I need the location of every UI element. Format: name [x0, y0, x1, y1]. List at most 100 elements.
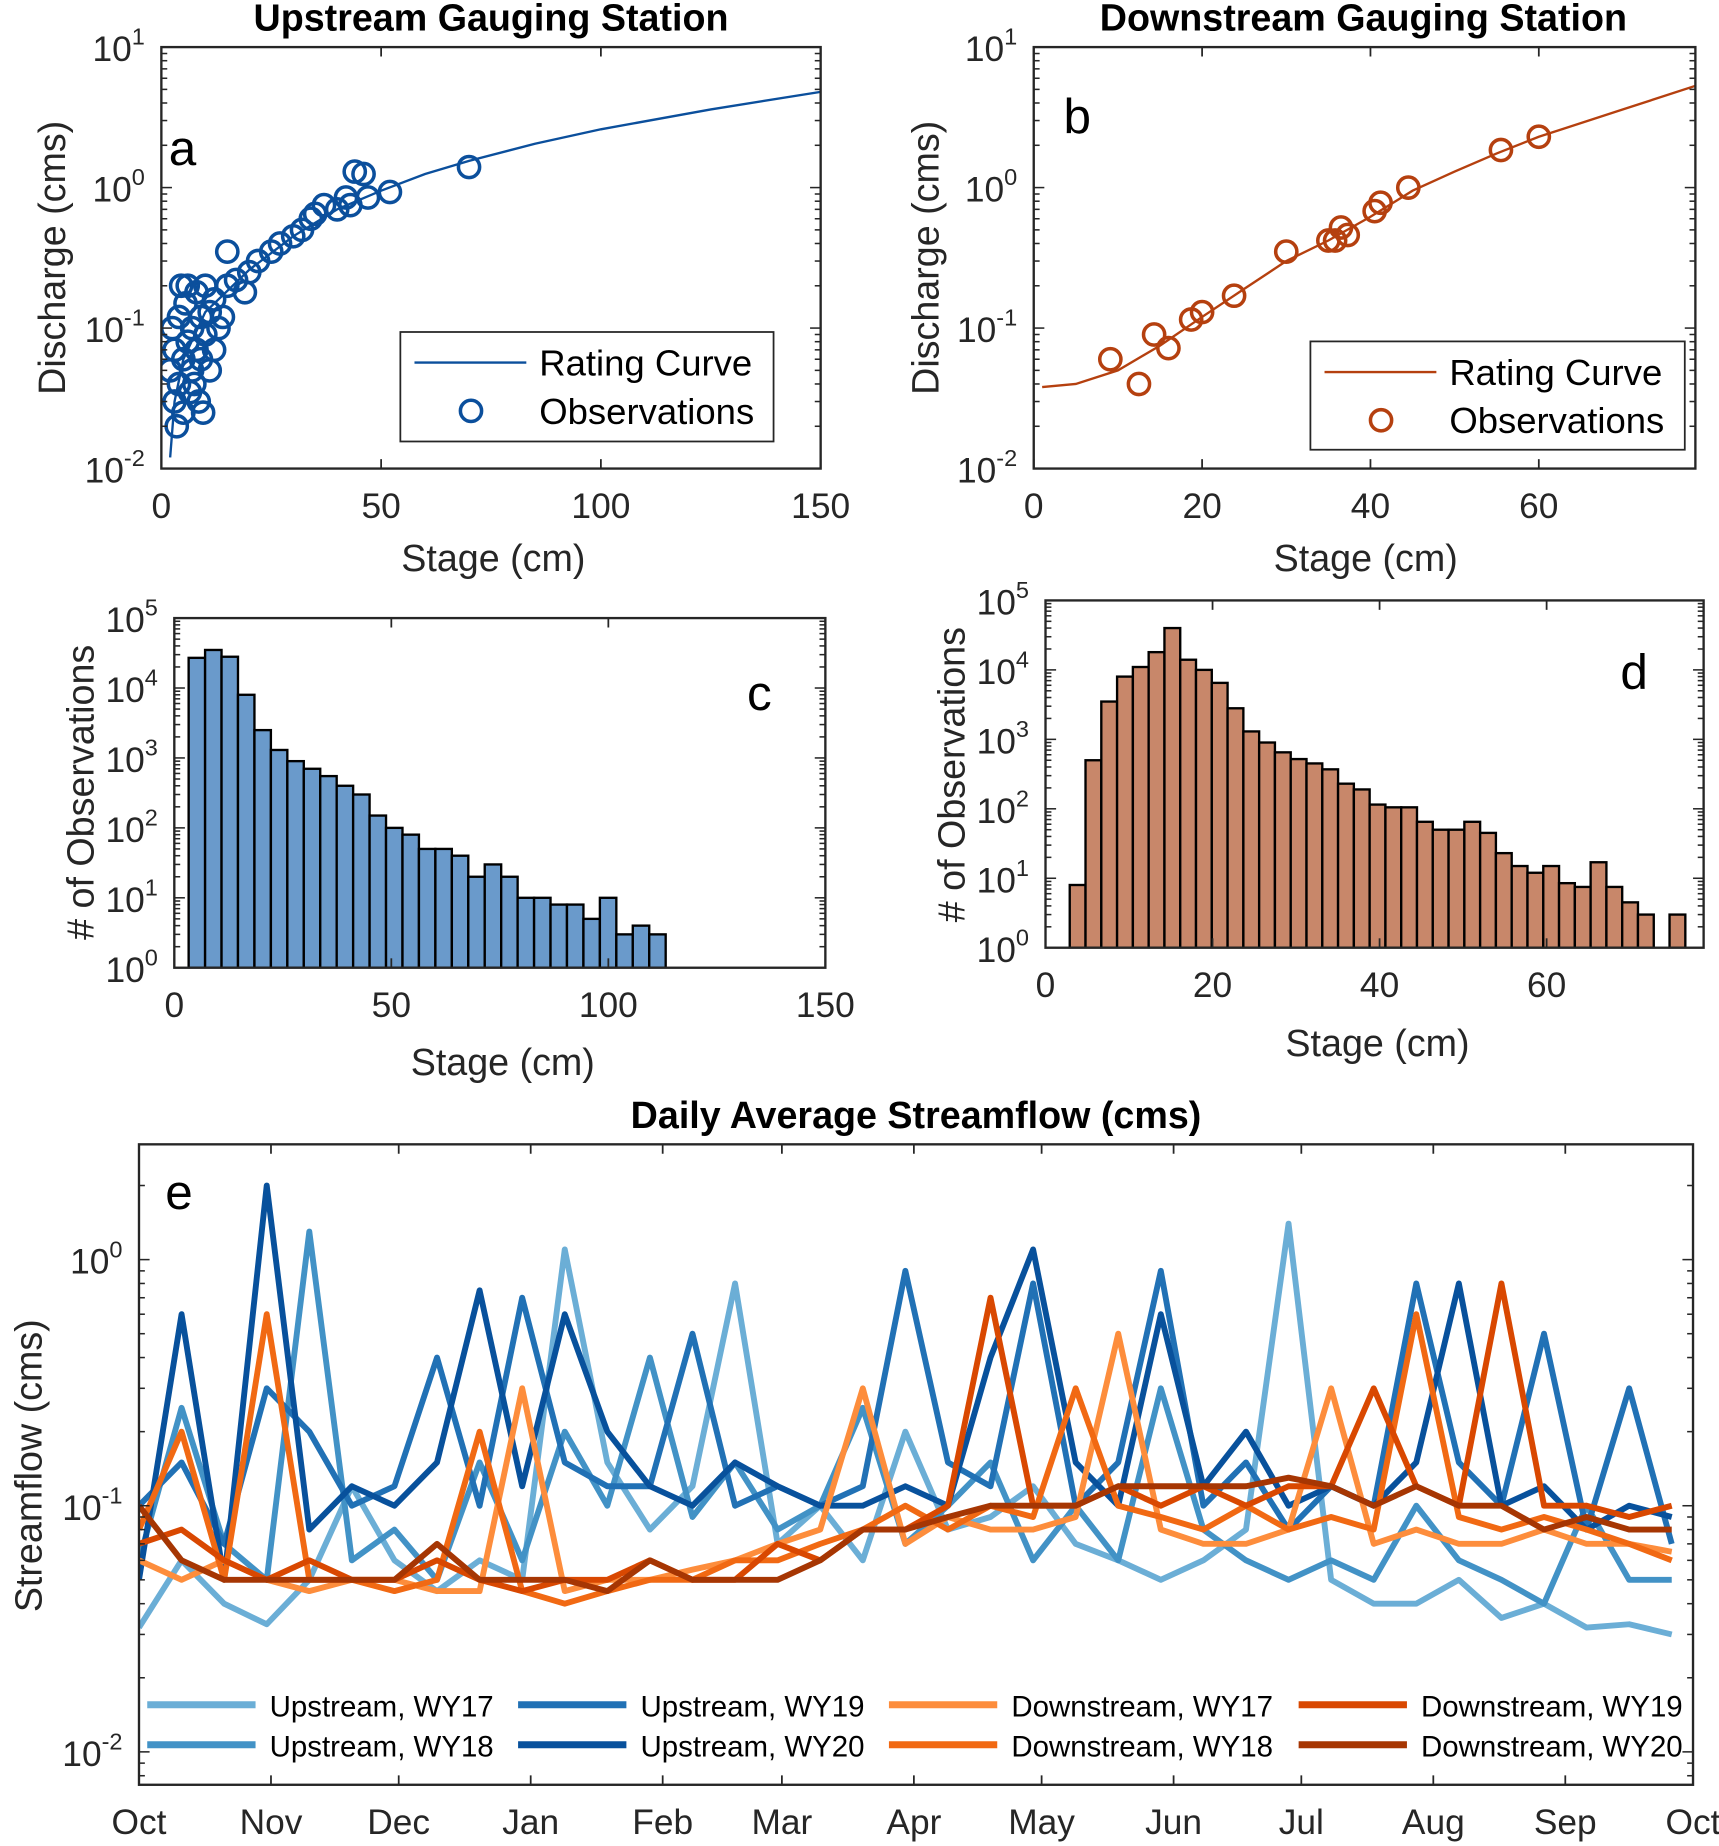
y-tick-exponent: 0: [109, 1236, 122, 1262]
y-tick-label: 101: [977, 855, 1029, 900]
y-tick-base: 10: [105, 951, 144, 990]
histogram-bar: [1510, 864, 1529, 948]
y-tick-base: 10: [85, 452, 124, 491]
streamflow-series-line: [138, 1182, 1673, 1583]
y-tick-base: 10: [62, 1489, 101, 1528]
legend-label: Upstream, WY19: [641, 1690, 865, 1723]
x-tick-label: May: [1008, 1803, 1075, 1842]
panel-label: e: [165, 1165, 192, 1220]
y-tick-label: 100: [977, 924, 1029, 969]
legend-box: [399, 331, 775, 443]
histogram-bar: [1668, 913, 1687, 948]
x-tick-label: Jun: [1145, 1803, 1202, 1842]
y-tick-base: 10: [977, 792, 1016, 831]
histogram-bar: [351, 793, 371, 968]
plot-area: [1042, 84, 1696, 397]
y-tick-exponent: 0: [1016, 924, 1029, 950]
histogram-bar: [1163, 626, 1182, 948]
histogram-bar: [1242, 730, 1261, 948]
y-tick-label: 104: [977, 647, 1029, 692]
y-tick-label: 10-1: [85, 305, 145, 350]
y-tick-label: 10-2: [62, 1729, 122, 1774]
y-tick-exponent: -2: [124, 445, 145, 471]
y-tick-base: 10: [105, 741, 144, 780]
legend-label: Upstream, WY20: [641, 1731, 865, 1764]
histogram-bar: [532, 896, 552, 968]
streamflow-series-line: [138, 1474, 1672, 1595]
observation-marker: [1395, 175, 1421, 200]
y-tick-base: 10: [105, 601, 144, 640]
y-tick-exponent: 2: [145, 805, 158, 831]
histogram-bar: [467, 875, 486, 968]
observation-marker: [168, 273, 194, 299]
x-tick-label: Mar: [751, 1803, 812, 1842]
y-tick-base: 10: [977, 653, 1016, 692]
histogram-bar: [384, 826, 404, 968]
x-tick-label: Nov: [240, 1803, 303, 1842]
legend-label: Upstream, WY17: [270, 1690, 494, 1723]
histogram-bar: [1415, 820, 1434, 948]
axes-box: [160, 45, 822, 470]
plot-area: [161, 90, 821, 458]
y-tick-exponent: -2: [996, 445, 1017, 471]
y-tick-label: 105: [977, 577, 1029, 622]
y-tick-exponent: -1: [996, 305, 1017, 331]
legend-label: Downstream, WY18: [1011, 1731, 1273, 1764]
histogram-bar: [1336, 782, 1356, 948]
legend-label: Downstream, WY20: [1421, 1731, 1683, 1764]
y-tick-label: 105: [105, 595, 157, 640]
x-axis-label: Stage (cm): [401, 537, 585, 579]
observation-marker: [1221, 283, 1247, 309]
legend-box: [1309, 340, 1686, 451]
observation-marker: [181, 371, 207, 397]
plot-area: [138, 1182, 1675, 1638]
histogram-bar: [1194, 668, 1213, 948]
legend-label: Upstream, WY18: [270, 1731, 494, 1764]
histogram-bar: [368, 814, 388, 968]
y-tick-exponent: 4: [145, 665, 158, 691]
histogram-bar: [1463, 820, 1482, 948]
histogram-bar: [417, 847, 437, 968]
observation-marker: [355, 185, 381, 210]
y-axis-label: Discharge (cms): [905, 121, 947, 395]
legend-marker-swatch: [458, 398, 484, 424]
histogram-bar: [1589, 861, 1608, 948]
histogram-bar: [1257, 741, 1277, 948]
y-tick-exponent: -2: [102, 1729, 123, 1755]
legend: Rating Curve Observations: [1309, 340, 1686, 451]
histogram-bar: [1289, 757, 1308, 948]
x-tick-label: 60: [1527, 966, 1566, 1005]
panel-label: c: [747, 666, 772, 721]
y-tick-label: 100: [93, 164, 145, 209]
observation-marker: [1097, 346, 1123, 372]
chart-title: Downstream Gauging Station: [1100, 0, 1627, 39]
histogram-bar: [253, 728, 273, 968]
x-axis-label: Stage (cm): [1274, 537, 1458, 579]
x-tick-label: 100: [571, 487, 630, 526]
streamflow-series-line: [138, 1311, 1673, 1607]
y-tick-label: 102: [105, 805, 157, 850]
histogram-bar: [1384, 806, 1403, 948]
y-tick-base: 10: [965, 171, 1004, 210]
x-tick-label: Jan: [502, 1803, 559, 1842]
legend-label: Observations: [539, 391, 754, 432]
y-axis-label: # of Observations: [59, 645, 101, 940]
x-tick-label: 50: [361, 487, 400, 526]
histogram-bar: [236, 693, 256, 968]
streamflow-series-line: [138, 1228, 1672, 1607]
x-tick-label: 0: [1036, 966, 1056, 1005]
chart-title: Daily Average Streamflow (cms): [631, 1094, 1202, 1136]
histogram-bar: [1131, 665, 1150, 948]
observation-marker: [186, 389, 212, 414]
histogram-bar: [203, 648, 223, 968]
legend-label: Downstream, WY17: [1011, 1690, 1273, 1723]
y-tick-exponent: 0: [132, 164, 145, 190]
y-tick-label: 101: [965, 24, 1017, 69]
histogram-bar: [1100, 700, 1119, 948]
legend-label: Rating Curve: [539, 343, 752, 384]
x-tick-label: Oct: [1666, 1803, 1719, 1842]
panel-label: a: [169, 121, 197, 176]
axes-box: [1044, 599, 1705, 949]
y-tick-base: 10: [105, 671, 144, 710]
